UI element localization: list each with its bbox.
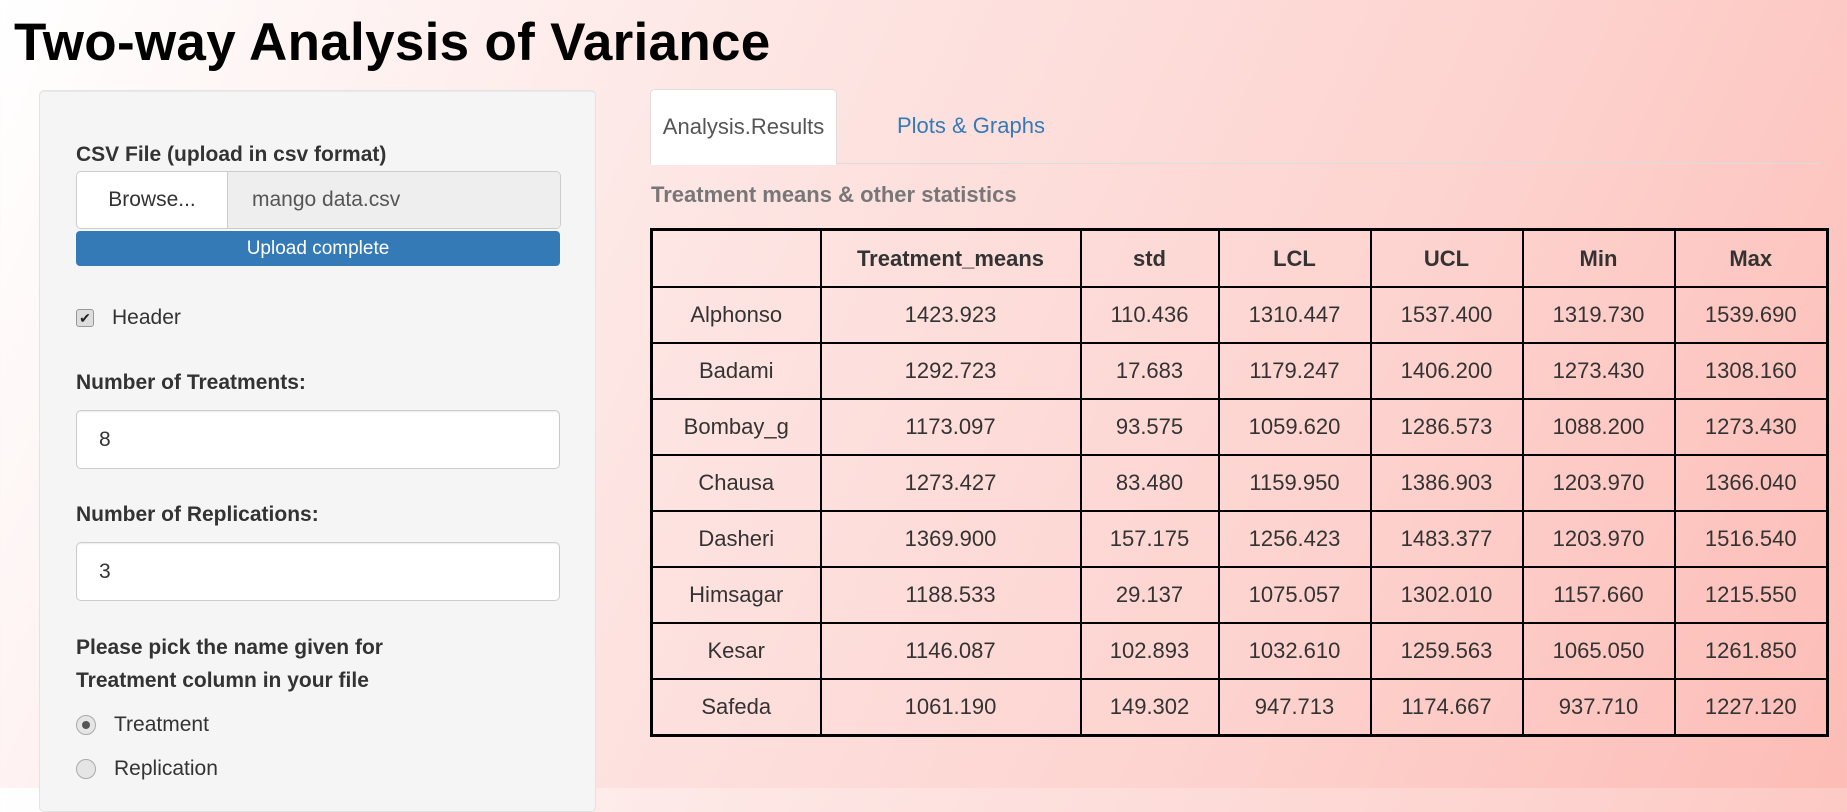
table-cell: 1319.730 [1521,286,1676,344]
table-header-row: Treatment_means std LCL UCL Min Max [650,228,1829,288]
header-label: Header [112,306,181,329]
table-cell: 937.710 [1521,678,1676,737]
upload-progress-bar: Upload complete [76,231,560,266]
table-row: Badami 1292.723 17.683 1179.247 1406.200 1273… [650,342,1829,400]
table-row: Chausa 1273.427 83.480 1159.950 1386.903 1203… [650,454,1829,512]
treatments-input[interactable]: 8 [76,410,560,469]
table-cell: 1173.097 [819,398,1082,456]
table-cell: 102.893 [1079,622,1220,680]
table-cell: 1203.970 [1521,454,1676,512]
table-cell: 1215.550 [1673,566,1829,624]
table-row: Alphonso 1423.923 110.436 1310.447 1537.400 1… [650,286,1829,344]
replications-input[interactable]: 3 [76,542,560,601]
table-cell: 1406.200 [1369,342,1524,400]
table-cell: 1032.610 [1217,622,1372,680]
table-cell: 1308.160 [1673,342,1829,400]
row-label-cell: Chausa [650,454,822,512]
table-cell: 1273.430 [1521,342,1676,400]
table-cell: 1256.423 [1217,510,1372,568]
page-title: Two-way Analysis of Variance [14,13,771,72]
table-cell: 1157.660 [1521,566,1676,624]
table-cell: 1273.427 [819,454,1082,512]
radio-label: Replication [114,757,218,780]
table-row: Dasheri 1369.900 157.175 1256.423 1483.377 12… [650,510,1829,568]
table-cell: 1539.690 [1673,286,1829,344]
row-label-cell: Bombay_g [650,398,822,456]
table-cell: 1366.040 [1673,454,1829,512]
table-cell: 1261.850 [1673,622,1829,680]
replications-label: Number of Replications: [76,503,319,526]
table-row: Kesar 1146.087 102.893 1032.610 1259.563 1065… [650,622,1829,680]
table-row: Safeda 1061.190 149.302 947.713 1174.667 937.… [650,678,1829,737]
sidebar-panel: CSV File (upload in csv format) Browse..… [39,90,596,812]
table-cell: 1203.970 [1521,510,1676,568]
table-cell: 149.302 [1079,678,1220,737]
section-subtitle: Treatment means & other statistics [651,182,1017,207]
table-cell: 1174.667 [1369,678,1524,737]
table-cell: 1188.533 [819,566,1082,624]
treatment-column-label-line1: Please pick the name given for [76,636,383,659]
statistics-table: Treatment_means std LCL UCL Min Max Alphonso 1… [650,228,1829,737]
row-label-cell: Safeda [650,678,822,737]
table-cell: 1159.950 [1217,454,1372,512]
table-cell: 947.713 [1217,678,1372,737]
column-header: LCL [1217,228,1372,288]
table-cell: 1310.447 [1217,286,1372,344]
table-cell: 1292.723 [819,342,1082,400]
treatments-label: Number of Treatments: [76,371,306,394]
table-cell: 1227.120 [1673,678,1829,737]
column-header: Min [1521,228,1676,288]
column-header: Treatment_means [819,228,1082,288]
table-cell: 157.175 [1079,510,1220,568]
table-cell: 1059.620 [1217,398,1372,456]
table-cell: 1369.900 [819,510,1082,568]
table-cell: 1516.540 [1673,510,1829,568]
table-cell: 93.575 [1079,398,1220,456]
table-cell: 29.137 [1079,566,1220,624]
table-cell: 1273.430 [1673,398,1829,456]
radio-label: Treatment [114,713,209,736]
column-header: Max [1673,228,1829,288]
table-cell: 17.683 [1079,342,1220,400]
tab-analysis-results[interactable]: Analysis.Results [650,89,837,165]
row-label-cell: Kesar [650,622,822,680]
tab-bar: Analysis.Results Plots & Graphs [650,89,1820,165]
column-header: UCL [1369,228,1524,288]
table-cell: 1075.057 [1217,566,1372,624]
table-cell: 1302.010 [1369,566,1524,624]
checkbox-checked-icon[interactable]: ✔ [76,309,94,327]
table-cell: 1537.400 [1369,286,1524,344]
row-label-cell: Alphonso [650,286,822,344]
table-cell: 1179.247 [1217,342,1372,400]
browse-button[interactable]: Browse... [77,172,228,228]
table-cell: 1259.563 [1369,622,1524,680]
header-checkbox[interactable]: ✔ Header [76,306,181,330]
table-cell: 110.436 [1079,286,1220,344]
column-header: std [1079,228,1220,288]
row-label-cell: Himsagar [650,566,822,624]
radio-selected-icon[interactable] [76,715,96,735]
radio-treatment[interactable]: Treatment [76,713,209,737]
table-cell: 1065.050 [1521,622,1676,680]
row-label-cell: Badami [650,342,822,400]
table-cell: 1423.923 [819,286,1082,344]
radio-replication[interactable]: Replication [76,757,218,781]
table-cell: 1146.087 [819,622,1082,680]
row-label-cell: Dasheri [650,510,822,568]
file-input[interactable]: Browse... mango data.csv [76,171,561,229]
table-cell: 1061.190 [819,678,1082,737]
radio-unselected-icon[interactable] [76,759,96,779]
file-label: CSV File (upload in csv format) [76,143,387,166]
file-name-field: mango data.csv [228,172,560,228]
table-cell: 83.480 [1079,454,1220,512]
column-header [650,228,822,288]
tab-plots-graphs[interactable]: Plots & Graphs [897,113,1045,138]
table-row: Himsagar 1188.533 29.137 1075.057 1302.010 11… [650,566,1829,624]
table-cell: 1483.377 [1369,510,1524,568]
table-cell: 1088.200 [1521,398,1676,456]
treatment-column-label-line2: Treatment column in your file [76,669,369,692]
table-cell: 1386.903 [1369,454,1524,512]
table-row: Bombay_g 1173.097 93.575 1059.620 1286.573 10… [650,398,1829,456]
table-cell: 1286.573 [1369,398,1524,456]
